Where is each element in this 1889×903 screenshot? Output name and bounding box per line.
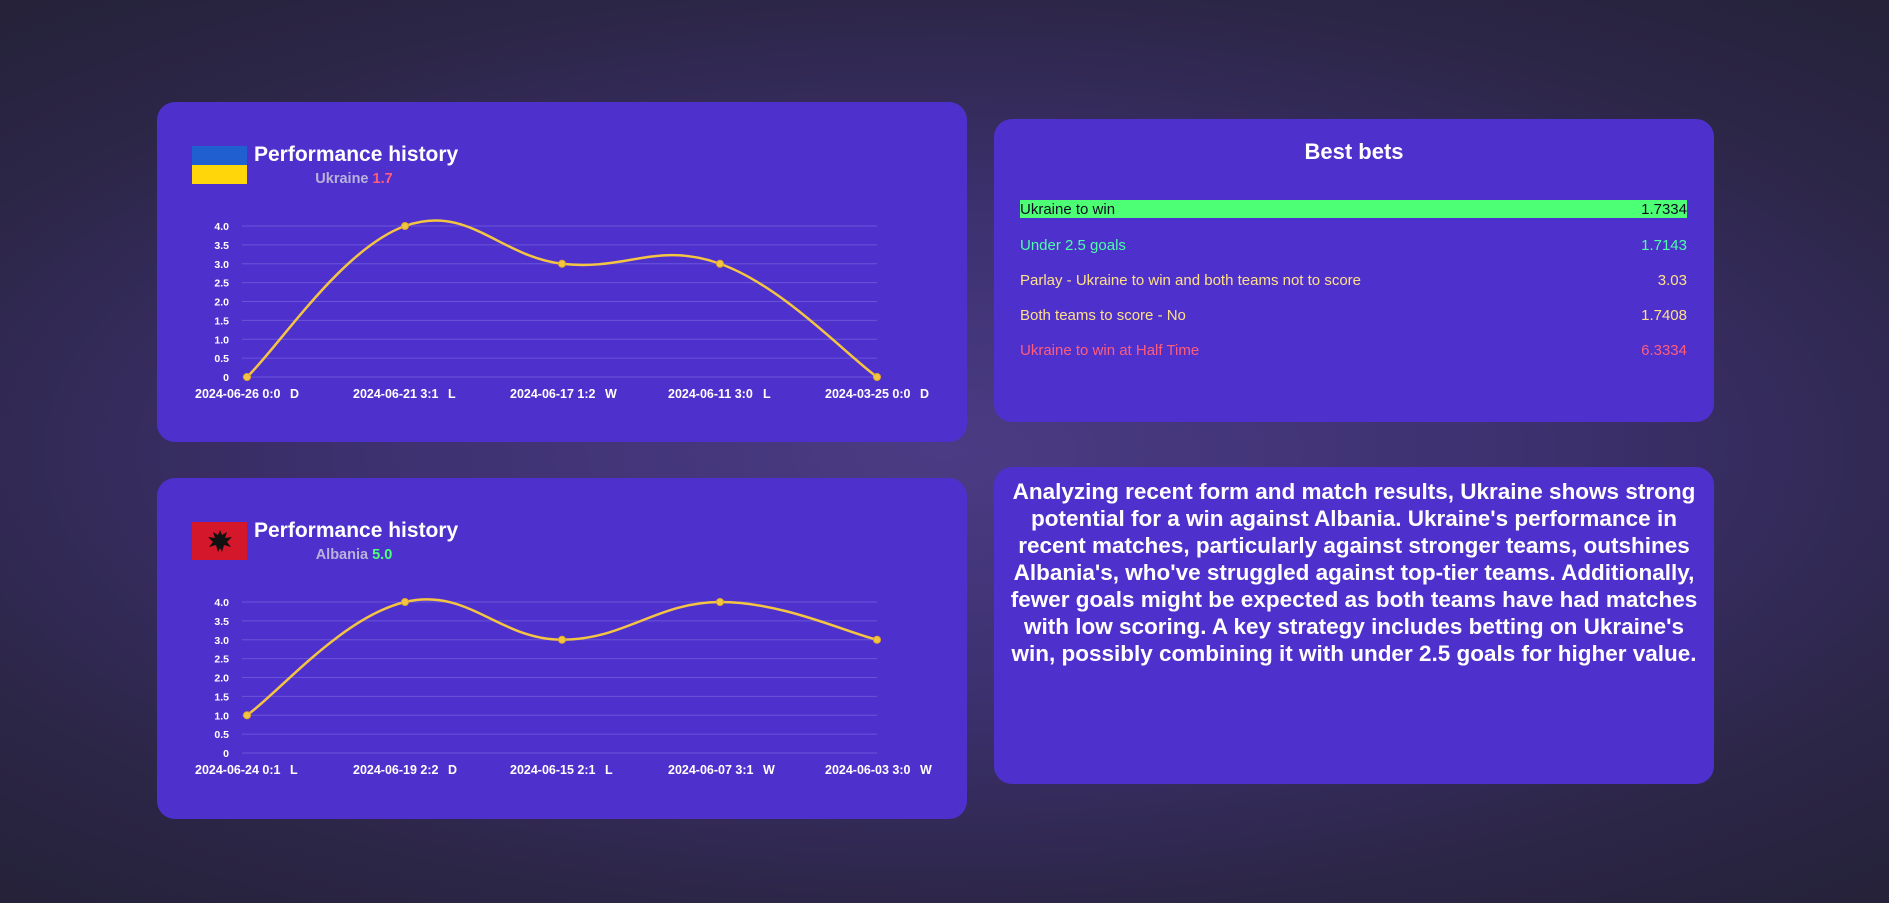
- bet-odds: 1.7408: [1641, 306, 1687, 324]
- best-bets-title: Best bets: [1304, 139, 1404, 164]
- series-line: [246, 598, 878, 717]
- y-tick-label: 2.0: [214, 297, 229, 309]
- albania-team-subtitle: Albania 5.0: [254, 547, 454, 563]
- bet-row[interactable]: Ukraine to win at Half Time 6.3334: [1020, 341, 1687, 359]
- albania-team-name: Albania: [315, 547, 369, 563]
- x-result-label: D: [290, 387, 299, 401]
- best-bets-card: Best bets Ukraine to win 1.7334 Under 2.5 …: [994, 119, 1714, 422]
- x-tick-label: 2024-06-11 3:0: [668, 387, 753, 401]
- x-tick-label: 2024-06-19 2:2: [353, 763, 439, 777]
- y-tick-label: 2.0: [214, 673, 229, 685]
- y-tick-label: 2.5: [214, 278, 229, 290]
- y-tick-label: 0.5: [214, 729, 229, 741]
- data-point[interactable]: [873, 373, 881, 381]
- x-result-label: L: [448, 387, 456, 401]
- albania-performance-chart: 0 0.5 1.0 1.5 2.0 2.5 3.0 3.5 4.0 2024-06-24 0:1 L…: [195, 597, 932, 777]
- x-result-label: W: [920, 763, 932, 777]
- data-point[interactable]: [401, 598, 409, 606]
- ukraine-performance-title: Performance history: [254, 143, 459, 166]
- data-point[interactable]: [401, 222, 409, 230]
- bet-row[interactable]: Ukraine to win 1.7334: [1020, 200, 1687, 218]
- y-tick-label: 1.0: [214, 710, 229, 722]
- bet-label: Ukraine to win at Half Time: [1020, 341, 1200, 359]
- x-result-label: L: [290, 763, 298, 777]
- y-tick-label: 0: [223, 372, 229, 384]
- y-tick-label: 1.0: [214, 334, 229, 346]
- ukraine-team-odds: 1.7: [372, 171, 393, 187]
- bet-row[interactable]: Under 2.5 goals 1.7143: [1020, 236, 1687, 254]
- y-tick-label: 3.5: [214, 616, 229, 628]
- x-result-label: L: [763, 387, 771, 401]
- bet-label: Parlay - Ukraine to win and both teams n…: [1020, 271, 1362, 289]
- data-point[interactable]: [243, 373, 251, 381]
- ukraine-flag-icon: [192, 146, 247, 184]
- bet-label: Both teams to score - No: [1020, 306, 1186, 324]
- series-line: [246, 219, 878, 379]
- x-tick-label: 2024-06-07 3:1: [668, 763, 754, 777]
- y-tick-label: 4.0: [214, 221, 229, 233]
- x-result-label: W: [605, 387, 617, 401]
- x-result-label: D: [920, 387, 929, 401]
- ukraine-performance-chart: 0 0.5 1.0 1.5 2.0 2.5 3.0 3.5 4.0 2024-06-26 0:0 D…: [195, 219, 929, 401]
- data-point[interactable]: [558, 635, 566, 644]
- albania-performance-title: Performance history: [254, 519, 459, 542]
- data-point[interactable]: [716, 598, 724, 606]
- ukraine-performance-card: Performance history Ukraine 1.7 0 0.5 1.0 1…: [157, 102, 967, 442]
- x-tick-label: 2024-06-26 0:0: [195, 387, 281, 401]
- albania-team-odds: 5.0: [372, 547, 393, 563]
- x-tick-label: 2024-06-17 1:2: [510, 387, 596, 401]
- data-point[interactable]: [873, 635, 881, 644]
- y-tick-label: 0: [223, 748, 229, 760]
- y-tick-label: 2.5: [214, 654, 229, 666]
- x-tick-label: 2024-06-21 3:1: [353, 387, 439, 401]
- analysis-text: Analyzing recent form and match results,…: [1010, 479, 1698, 666]
- y-tick-label: 4.0: [214, 597, 229, 609]
- x-tick-label: 2024-06-15 2:1: [510, 763, 596, 777]
- y-tick-label: 3.0: [214, 259, 229, 271]
- bet-label: Under 2.5 goals: [1020, 236, 1126, 254]
- bet-odds: 1.7334: [1641, 200, 1687, 218]
- bet-odds: 1.7143: [1641, 236, 1687, 254]
- data-point[interactable]: [716, 259, 724, 268]
- x-tick-label: 2024-06-24 0:1: [195, 763, 281, 777]
- x-result-label: D: [448, 763, 457, 777]
- bet-odds: 6.3334: [1641, 341, 1687, 359]
- bet-label: Ukraine to win: [1020, 200, 1116, 218]
- x-tick-label: 2024-06-03 3:0: [825, 763, 911, 777]
- bet-row[interactable]: Parlay - Ukraine to win and both teams n…: [1020, 271, 1687, 289]
- y-tick-label: 1.5: [214, 691, 229, 703]
- albania-flag-icon: [192, 522, 247, 560]
- data-point[interactable]: [243, 711, 251, 720]
- albania-performance-card: Performance history Albania 5.0 0 0.5 1.0 1…: [157, 478, 967, 819]
- bet-row[interactable]: Both teams to score - No 1.7408: [1020, 306, 1687, 324]
- x-result-label: L: [605, 763, 613, 777]
- bet-odds: 3.03: [1657, 271, 1687, 289]
- y-tick-label: 3.5: [214, 240, 229, 252]
- x-result-label: W: [763, 763, 775, 777]
- data-point[interactable]: [558, 259, 566, 268]
- ukraine-team-name: Ukraine: [315, 171, 369, 187]
- y-tick-label: 3.0: [214, 635, 229, 647]
- y-tick-label: 0.5: [214, 353, 229, 365]
- x-tick-label: 2024-03-25 0:0: [825, 387, 911, 401]
- analysis-card: Analyzing recent form and match results,…: [994, 467, 1714, 784]
- ukraine-team-subtitle: Ukraine 1.7: [254, 171, 454, 187]
- y-tick-label: 1.5: [214, 315, 229, 327]
